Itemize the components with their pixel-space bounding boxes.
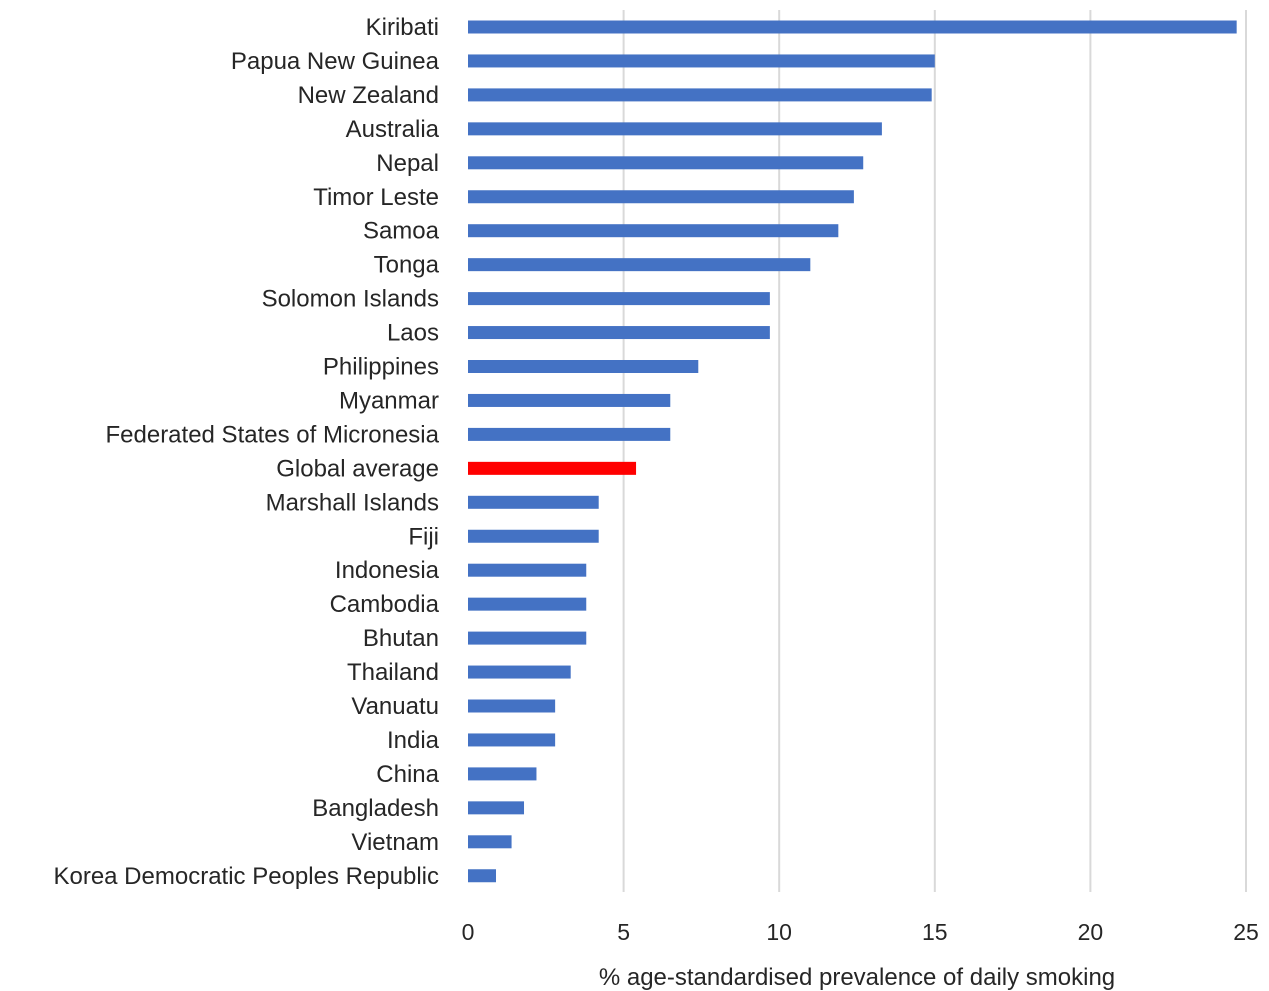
bar-5 [468,190,854,204]
category-labels: Kiribati Papua New Guinea New Zealand Austr… [53,14,439,890]
category-label-12: Federated States of Micronesia [105,421,439,448]
category-label-14: Marshall Islands [266,489,439,516]
category-label-13: Global average [276,455,439,482]
x-tick-label-5: 25 [1233,919,1259,945]
category-label-6: Samoa [363,218,440,245]
x-tick-label-1: 5 [617,919,630,945]
category-label-0: Kiribati [366,14,439,41]
category-label-22: China [376,761,439,788]
bar-9 [468,326,770,340]
bar-25 [468,869,497,883]
bar-7 [468,258,811,272]
x-tick-label-4: 20 [1078,919,1104,945]
bar-6 [468,224,839,238]
category-label-24: Vietnam [351,829,439,856]
category-label-20: Vanuatu [351,693,439,720]
bar-11 [468,393,671,407]
bar-8 [468,292,770,306]
category-label-25: Korea Democratic Peoples Republic [53,863,439,890]
bar-13 [468,461,637,475]
bar-1 [468,54,935,68]
bar-20 [468,699,556,713]
category-label-7: Tonga [374,252,440,279]
bar-4 [468,156,864,170]
category-label-23: Bangladesh [312,795,439,822]
bar-19 [468,665,571,679]
bar-2 [468,88,932,102]
category-label-8: Solomon Islands [262,286,439,313]
category-label-21: India [387,727,440,754]
bar-15 [468,529,599,543]
category-label-5: Timor Leste [313,184,439,211]
category-label-4: Nepal [376,150,439,177]
x-axis-ticks: 0 5 10 15 20 25 [462,919,1259,945]
category-label-9: Laos [387,320,439,347]
x-axis-title: % age-standardised prevalence of daily s… [599,964,1115,991]
x-tick-label-3: 15 [922,919,948,945]
bars [468,20,1237,883]
category-label-11: Myanmar [339,387,439,414]
category-label-10: Philippines [323,354,439,381]
x-tick-label-2: 10 [766,919,792,945]
gridlines [622,10,1247,892]
category-label-2: New Zealand [298,82,439,109]
category-label-15: Fiji [408,523,439,550]
bar-22 [468,767,537,781]
bar-18 [468,631,587,645]
category-label-19: Thailand [347,659,439,686]
x-tick-label-0: 0 [462,919,475,945]
bar-3 [468,122,882,136]
bar-23 [468,801,525,815]
bar-16 [468,563,587,577]
category-label-17: Cambodia [330,591,440,618]
category-label-3: Australia [346,116,440,143]
category-label-16: Indonesia [335,557,440,584]
bar-17 [468,597,587,611]
bar-10 [468,360,699,373]
bar-24 [468,835,512,849]
category-label-1: Papua New Guinea [231,48,440,75]
bar-0 [468,20,1237,34]
bar-14 [468,495,599,509]
bar-12 [468,427,671,441]
bar-21 [468,733,556,747]
category-label-18: Bhutan [363,625,439,652]
